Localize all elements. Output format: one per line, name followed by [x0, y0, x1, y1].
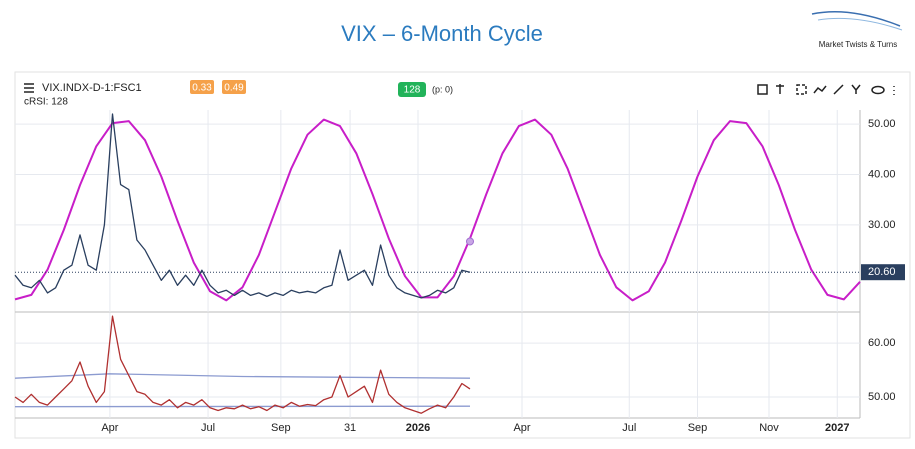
x-tick-label: Sep	[271, 422, 291, 434]
series-line	[14, 118, 861, 302]
series-line	[14, 113, 471, 299]
badge	[222, 80, 246, 94]
x-tick-label: Nov	[759, 422, 779, 434]
p-label: (p: 0)	[432, 84, 453, 94]
indicator-label: cRSI: 128	[24, 97, 68, 108]
symbol: VIX.INDX-D-1:FSC1	[42, 82, 142, 94]
x-tick-label: 2026	[406, 422, 430, 434]
x-tick-label: Jul	[201, 422, 215, 434]
current-value-label: 20.60	[868, 266, 896, 278]
cycle-marker	[466, 237, 474, 246]
save-icon[interactable]	[757, 84, 768, 95]
series-line	[14, 405, 471, 408]
x-tick-label: Apr	[101, 422, 118, 434]
logo-swoosh	[811, 10, 901, 27]
badge	[398, 82, 426, 97]
expand-icon[interactable]	[796, 84, 807, 95]
x-tick-label: Jul	[622, 422, 636, 434]
badge	[190, 80, 214, 94]
y-tick-label: 60.00	[868, 337, 896, 349]
x-tick-label: 31	[344, 422, 356, 434]
filter-icon[interactable]	[851, 84, 861, 94]
eye-icon[interactable]	[871, 85, 885, 95]
x-tick-label: 2027	[825, 422, 849, 434]
x-tick-label: Apr	[513, 422, 530, 434]
badge-text: 0.33	[192, 83, 212, 94]
badge-text: 128	[404, 85, 421, 96]
y-tick-label: 50.00	[868, 391, 896, 403]
current-value-box	[861, 264, 905, 281]
pin-icon[interactable]	[776, 84, 784, 94]
chart-icon[interactable]	[813, 85, 827, 94]
chart-title: VIX – 6-Month Cycle	[341, 21, 543, 46]
badge-text: 0.49	[224, 83, 244, 94]
logo-text: Market Twists & Turns	[819, 40, 898, 49]
menu-icon[interactable]	[24, 83, 34, 93]
series-line	[14, 315, 471, 414]
logo-swoosh	[817, 17, 903, 31]
y-tick-label: 30.00	[868, 219, 896, 231]
toolbar	[757, 84, 895, 95]
y-tick-label: 50.00	[868, 118, 896, 130]
x-tick-label: Sep	[688, 422, 708, 434]
y-tick-label: 40.00	[868, 168, 896, 180]
draw-icon[interactable]	[833, 84, 844, 95]
series-line	[14, 373, 471, 379]
